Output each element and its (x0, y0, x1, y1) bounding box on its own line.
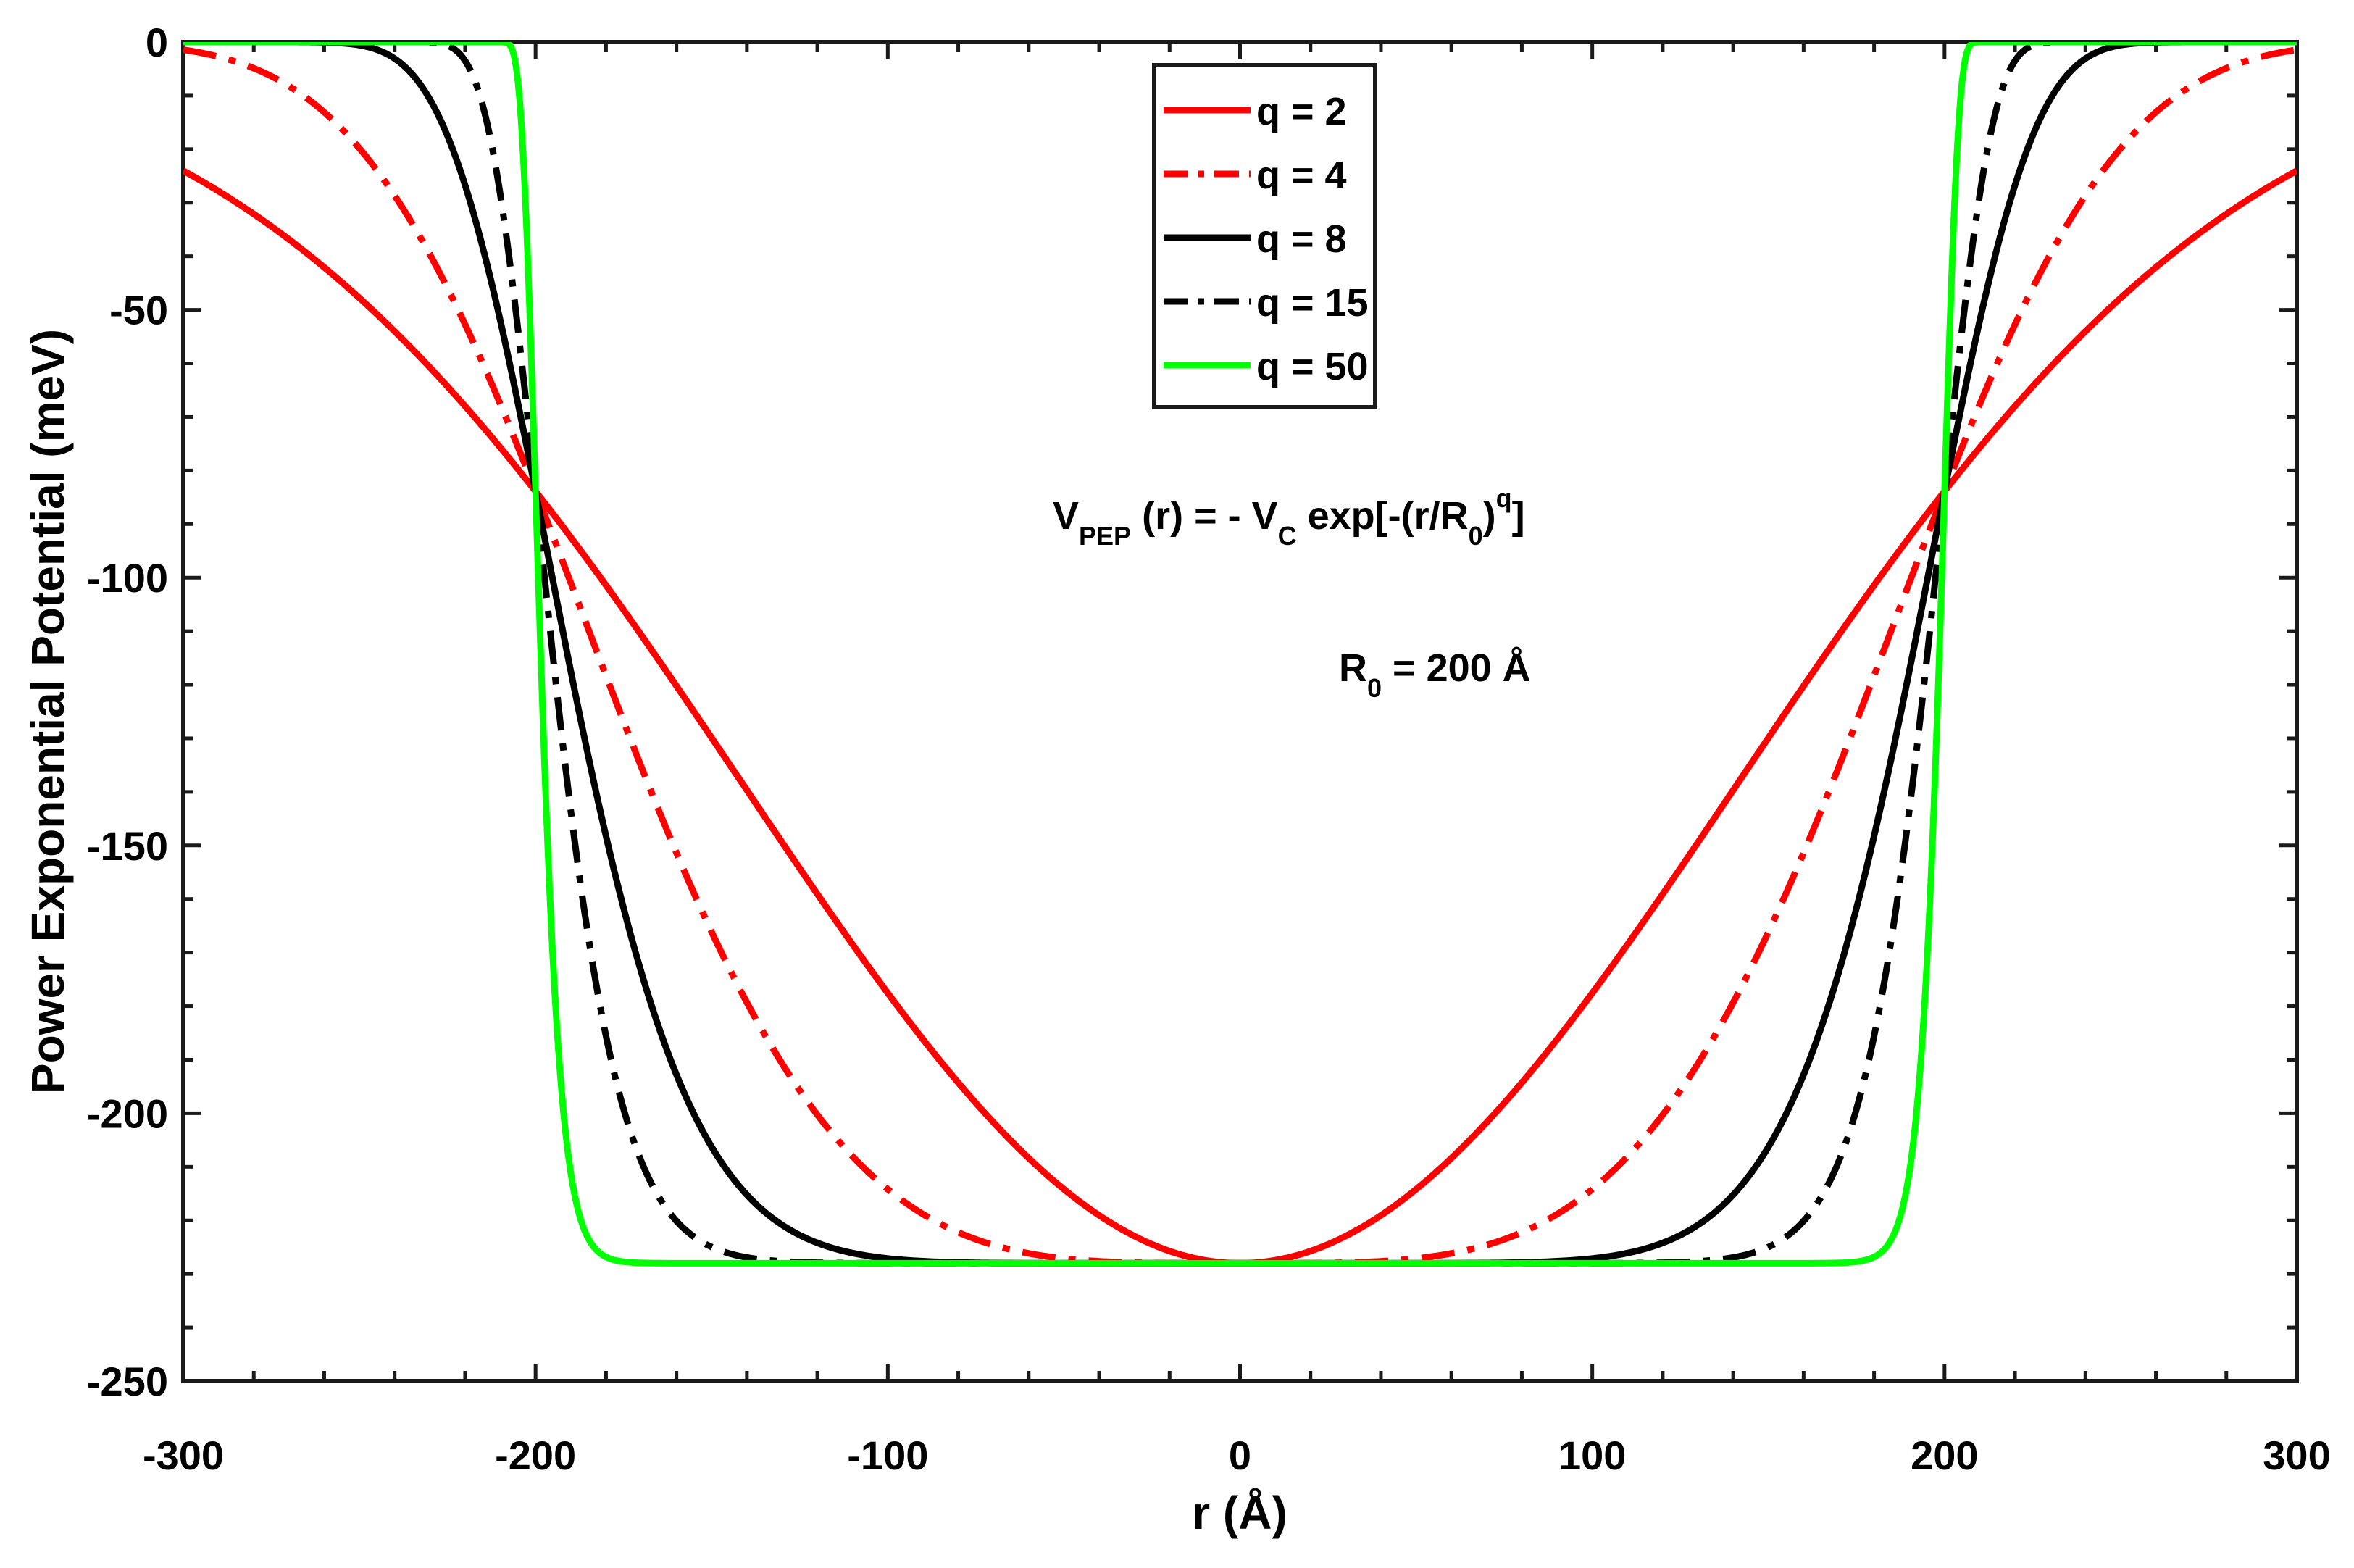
legend-label-q4: q = 4 (1256, 154, 1347, 197)
formula-part: (r) = - V (1131, 494, 1278, 538)
axis-ticks (181, 40, 2299, 1383)
legend-label-q8: q = 8 (1256, 217, 1347, 261)
formula-superscript: q (1496, 483, 1512, 513)
legend: q = 2 q = 4 q = 8 q = 15 q = 50 (1152, 63, 1377, 409)
y-tick-label: 0 (146, 20, 168, 65)
r0-part: R (1339, 646, 1367, 690)
legend-entries: q = 2 q = 4 q = 8 q = 15 q = 50 (1164, 90, 1369, 388)
y-tick-label: -150 (87, 823, 168, 869)
series-line-q50 (183, 42, 2297, 1267)
x-tick-label: -100 (847, 1433, 928, 1478)
r0-annotation: R0 = 200 Å (1339, 646, 1531, 703)
y-tick-label: -50 (109, 288, 168, 333)
x-axis-label: r (Å) (1192, 1487, 1287, 1539)
r0-subscript: 0 (1367, 673, 1382, 703)
formula-annotation: VPEP (r) = - VC exp[-(r/R0)q] (1053, 483, 1525, 551)
x-tick-label: 0 (1229, 1433, 1251, 1478)
x-tick-label: 200 (1911, 1433, 1978, 1478)
legend-label-q2: q = 2 (1256, 90, 1347, 133)
series-layer (183, 42, 2297, 1267)
x-tick-label: 100 (1558, 1433, 1626, 1478)
y-tick-label: -100 (87, 555, 168, 601)
formula-part: ] (1512, 494, 1525, 538)
formula-part: ) (1483, 494, 1496, 538)
y-axis-label: Power Exponential Potential (meV) (22, 329, 74, 1094)
x-tick-labels: -300 -200 -100 0 100 200 300 (143, 1433, 2331, 1478)
legend-label-q15: q = 15 (1256, 281, 1369, 325)
formula-subscript: 0 (1469, 521, 1483, 551)
formula-part: exp[-(r/R (1297, 494, 1469, 538)
y-tick-label: -200 (87, 1090, 168, 1136)
x-tick-label: 300 (2263, 1433, 2330, 1478)
y-tick-labels: 0 -50 -100 -150 -200 -250 (87, 20, 168, 1404)
formula-subscript: PEP (1079, 521, 1131, 551)
y-tick-label: -250 (87, 1359, 168, 1404)
x-tick-label: -300 (143, 1433, 224, 1478)
legend-label-q50: q = 50 (1256, 345, 1369, 388)
x-tick-label: -200 (495, 1433, 576, 1478)
r0-part: = 200 Å (1382, 646, 1531, 690)
formula-subscript: C (1278, 521, 1297, 551)
formula-part: V (1053, 494, 1079, 538)
